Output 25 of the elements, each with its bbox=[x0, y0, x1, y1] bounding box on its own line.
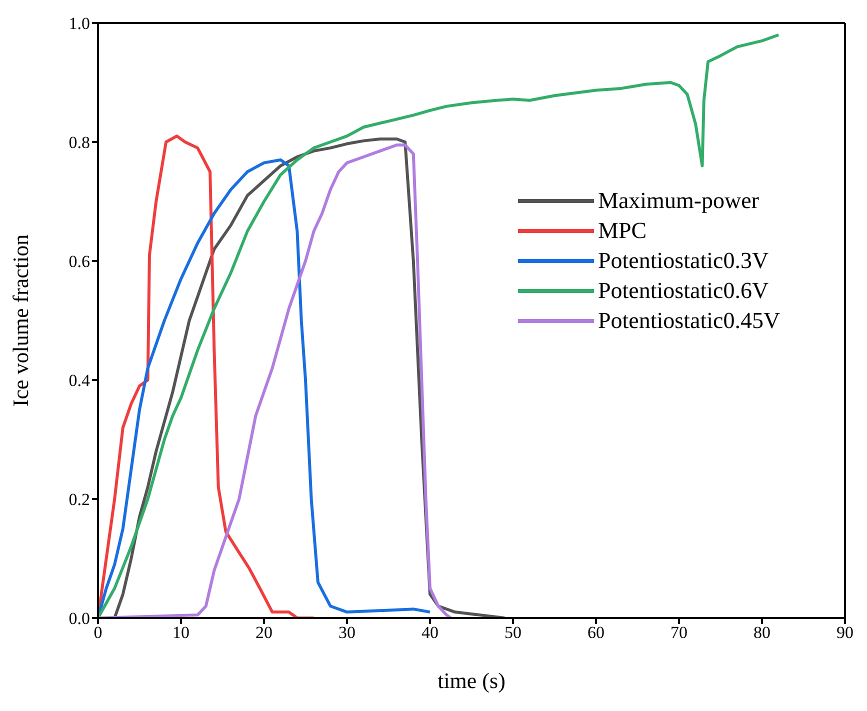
y-tick-label: 0.6 bbox=[68, 252, 90, 272]
x-axis-title: time (s) bbox=[438, 668, 506, 693]
x-tick-label: 40 bbox=[422, 623, 438, 642]
y-tick-label: 1.0 bbox=[68, 14, 90, 34]
legend-label: MPC bbox=[598, 218, 647, 244]
x-tick-label: 0 bbox=[94, 623, 102, 642]
x-tick-label: 70 bbox=[670, 623, 688, 642]
legend-label: Potentiostatic0.3V bbox=[598, 248, 769, 274]
line-series bbox=[98, 134, 316, 618]
legend-label: Potentiostatic0.6V bbox=[598, 278, 769, 304]
y-tick-label: 0.0 bbox=[68, 609, 90, 628]
x-tick-label: 20 bbox=[256, 623, 272, 642]
y-tick-label: 0.8 bbox=[68, 133, 90, 152]
x-tick-label: 80 bbox=[754, 623, 770, 642]
x-tick-label: 10 bbox=[172, 623, 190, 642]
x-tick-label: 30 bbox=[338, 623, 356, 642]
legend-label: Maximum-power bbox=[598, 188, 759, 214]
x-tick-label: 50 bbox=[504, 623, 522, 642]
y-axis-title: Ice volume fraction bbox=[8, 234, 33, 407]
x-tick-label: 60 bbox=[588, 623, 604, 642]
legend-label: Potentiostatic0.45V bbox=[598, 308, 780, 334]
x-tick-label: 90 bbox=[836, 623, 854, 642]
y-tick-label: 0.2 bbox=[68, 490, 90, 510]
line-series bbox=[98, 33, 780, 618]
y-tick-label: 0.4 bbox=[68, 371, 90, 390]
